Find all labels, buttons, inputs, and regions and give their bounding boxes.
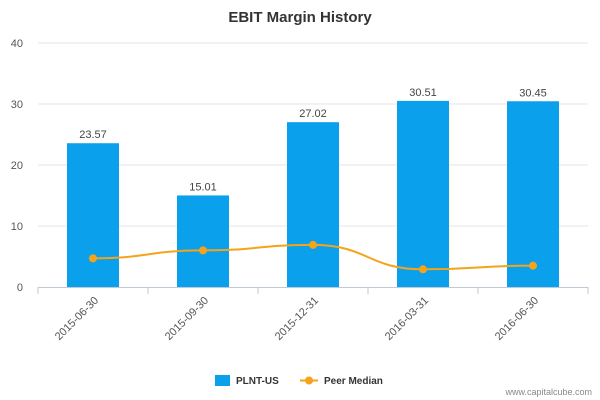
legend-swatch-bar: [215, 375, 230, 386]
legend: PLNT-US Peer Median: [215, 375, 383, 387]
y-tick-label: 40: [11, 38, 23, 50]
data-label: 15.01: [189, 181, 217, 193]
x-axis-ticks: 2015-06-30 2015-09-30 2015-12-31 2016-03-31…: [53, 295, 541, 343]
bar[interactable]: [507, 101, 559, 287]
chart-title: EBIT Margin History: [228, 9, 372, 26]
bar[interactable]: [177, 195, 229, 287]
x-tick-label: 2015-06-30: [53, 295, 101, 343]
peer-median-point[interactable]: [89, 254, 97, 263]
legend-swatch-marker: [305, 376, 313, 385]
x-tick-label: 2016-03-31: [383, 295, 431, 343]
bar[interactable]: [397, 100, 449, 287]
peer-median-point[interactable]: [309, 240, 317, 249]
legend-item-peer-median[interactable]: Peer Median: [300, 376, 383, 387]
y-tick-label: 20: [11, 160, 23, 172]
y-tick-label: 0: [17, 282, 23, 294]
data-label: 30.51: [409, 87, 437, 99]
peer-median-point[interactable]: [529, 261, 537, 270]
credit-text: www.capitalcube.com: [504, 387, 592, 397]
bar-series: [67, 100, 559, 287]
data-label: 23.57: [79, 129, 107, 141]
peer-median-point[interactable]: [199, 246, 207, 255]
data-label: 30.45: [519, 87, 547, 99]
legend-label-plnt: PLNT-US: [236, 376, 279, 387]
bar[interactable]: [287, 122, 339, 287]
data-labels: 23.57 15.01 27.02 30.51 30.45: [79, 87, 547, 194]
x-tick-label: 2015-09-30: [163, 295, 211, 343]
legend-item-plnt[interactable]: PLNT-US: [215, 375, 279, 387]
y-tick-label: 10: [11, 221, 23, 233]
x-tick-label: 2015-12-31: [273, 295, 321, 343]
line-series: [89, 240, 537, 274]
peer-median-point[interactable]: [419, 265, 427, 274]
x-tick-label: 2016-06-30: [493, 295, 541, 343]
legend-label-peer-median: Peer Median: [324, 376, 383, 387]
y-axis-ticks: 0 10 20 30 40: [11, 38, 23, 294]
x-axis: [37, 287, 589, 294]
bar[interactable]: [67, 143, 119, 287]
data-label: 27.02: [299, 108, 327, 120]
y-tick-label: 30: [11, 99, 23, 111]
